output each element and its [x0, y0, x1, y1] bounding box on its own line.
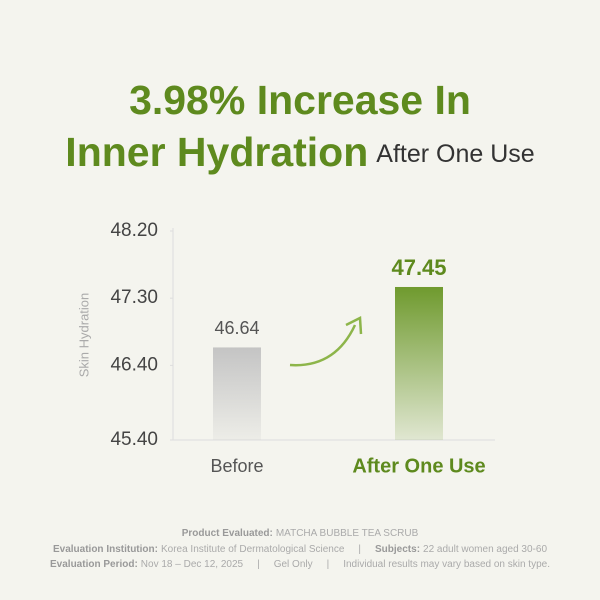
arrow-head: [345, 316, 363, 335]
footnote-text: Nov 18 – Dec 12, 2025: [141, 559, 244, 570]
value-label: 47.45: [391, 255, 446, 280]
bar: [213, 347, 261, 440]
separator: |: [327, 559, 330, 570]
x-tick-label: Before: [210, 456, 263, 476]
footnote-text: Gel Only: [274, 559, 313, 570]
footnote-label: Product Evaluated:: [182, 528, 273, 539]
separator: |: [358, 544, 361, 555]
y-tick-label: 47.30: [110, 287, 158, 308]
subtitle: After One Use: [376, 140, 534, 168]
bar: [395, 286, 443, 440]
footnote-text: MATCHA BUBBLE TEA SCRUB: [276, 528, 419, 539]
y-tick-label: 46.40: [110, 354, 158, 375]
x-tick-label: After One Use: [352, 455, 485, 477]
footnote: Evaluation Institution: Korea Institute o…: [53, 544, 547, 555]
title-row: Inner Hydration After One Use: [65, 129, 534, 175]
footnote-label: Subjects:: [375, 544, 420, 555]
arrow: [289, 324, 357, 367]
footnote: Evaluation Period: Nov 18 – Dec 12, 2025 |…: [50, 559, 550, 570]
footnote-text: 22 adult women aged 30-60: [423, 544, 547, 555]
footnote-text: Individual results may vary based on ski…: [343, 559, 550, 570]
y-tick-label: 48.20: [110, 220, 158, 241]
footnote: Product Evaluated: MATCHA BUBBLE TEA SCRU…: [182, 528, 419, 539]
separator: |: [257, 559, 260, 570]
title: 3.98% Increase In: [129, 77, 471, 123]
y-tick-label: 45.40: [110, 429, 158, 450]
title: Inner Hydration: [65, 129, 368, 175]
value-label: 46.64: [214, 318, 259, 338]
footnote-text: Korea Institute of Dermatological Scienc…: [161, 544, 345, 555]
footnote-label: Evaluation Institution:: [53, 544, 158, 555]
y-axis-label: Skin Hydration: [76, 293, 91, 378]
footnote-label: Evaluation Period:: [50, 559, 138, 570]
